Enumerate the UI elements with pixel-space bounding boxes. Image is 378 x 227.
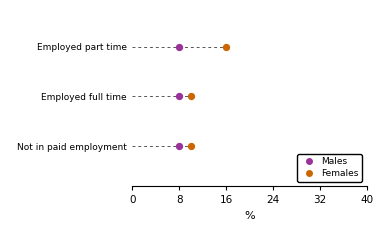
Females (188, 144, 194, 148)
Males (176, 144, 182, 148)
Females (223, 45, 229, 49)
Males (176, 45, 182, 49)
X-axis label: %: % (244, 211, 255, 221)
Males (176, 95, 182, 98)
Females (188, 95, 194, 98)
Legend: Males, Females: Males, Females (297, 154, 362, 182)
